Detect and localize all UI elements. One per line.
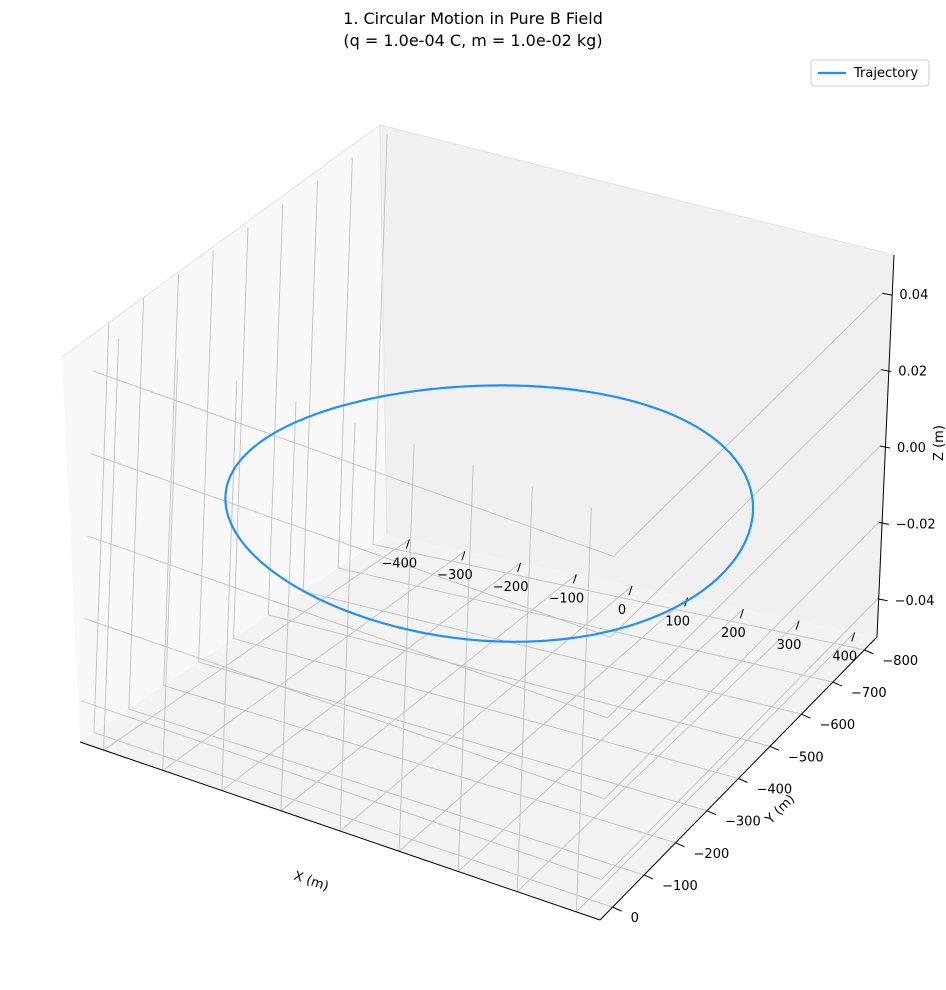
z-tick-mark xyxy=(882,292,893,296)
y-tick-mark xyxy=(801,713,811,719)
y-tick-mark xyxy=(769,745,780,751)
grid-line-y xyxy=(233,227,739,779)
x-tick-mark xyxy=(405,539,410,549)
x-tick-label: 200 xyxy=(721,626,746,641)
x-tick-mark xyxy=(461,551,466,561)
grid-line-z xyxy=(81,598,878,881)
y-tick-mark xyxy=(643,874,654,880)
z-tick-label: 0.04 xyxy=(899,288,928,303)
x-tick-label: 400 xyxy=(832,649,857,664)
x-tick-label: 300 xyxy=(777,638,802,653)
x-tick-mark xyxy=(795,620,800,630)
y-tick-mark xyxy=(612,906,622,912)
pane-back xyxy=(380,125,894,637)
y-tick-mark xyxy=(738,778,748,783)
z-tick-mark xyxy=(879,445,891,449)
x-tick-mark xyxy=(628,585,633,596)
legend-label: Trajectory xyxy=(853,66,918,81)
x-tick-label: −100 xyxy=(548,591,584,606)
y-tick-label: −600 xyxy=(819,718,855,733)
pane-edges xyxy=(61,124,895,536)
x-tick-mark xyxy=(572,574,577,584)
grid-line-z xyxy=(93,292,883,557)
x-tick-label: −200 xyxy=(493,580,529,595)
z-tick-mark xyxy=(878,521,889,525)
z-tick-mark xyxy=(877,598,888,602)
grid-line-z xyxy=(84,522,880,800)
y-tick-label: −100 xyxy=(662,879,698,894)
x-tick-mark xyxy=(517,562,522,572)
y-tick-label: 0 xyxy=(631,911,639,926)
grid-line-z xyxy=(90,369,882,638)
grid-line-y xyxy=(128,297,645,876)
x-tick-label: 0 xyxy=(618,603,626,618)
z-tick-label: −0.04 xyxy=(895,594,935,609)
z-tick-mark xyxy=(881,369,892,373)
y-tick-label: −300 xyxy=(725,815,761,830)
grid xyxy=(81,134,883,914)
y-tick-label: −500 xyxy=(788,750,824,765)
grid-line-y xyxy=(337,157,834,683)
ticks: −400 −300 −200 −100 0 100 200 300 400 0 −100 −200 −3… xyxy=(381,288,935,926)
z-tick-label: 0.02 xyxy=(898,365,927,380)
x-tick-label: −300 xyxy=(437,568,473,583)
y-tick-label: −200 xyxy=(694,847,730,862)
x-tick-mark xyxy=(851,632,856,642)
chart-subtitle: (q = 1.0e-04 C, m = 1.0e-02 kg) xyxy=(343,31,602,50)
grid-line-y xyxy=(163,274,676,844)
grid-line-y xyxy=(267,204,771,747)
z-tick-label: −0.02 xyxy=(896,517,936,532)
grid-line-y xyxy=(198,250,708,812)
chart-title: 1. Circular Motion in Pure B Field xyxy=(343,9,603,28)
legend-box xyxy=(810,59,930,87)
trajectory-line xyxy=(224,384,755,643)
y-tick-label: −400 xyxy=(757,783,793,798)
z-tick-label: 0.00 xyxy=(897,441,926,456)
grid-line-z xyxy=(87,445,881,719)
x-tick-label: −400 xyxy=(381,557,417,572)
y-tick-mark xyxy=(864,649,874,655)
x-tick-label: 100 xyxy=(665,615,690,630)
z-axis-line xyxy=(876,254,895,638)
z-axis-label: Z (m) xyxy=(932,425,946,461)
legend: Trajectory xyxy=(810,59,930,87)
y-tick-mark xyxy=(706,810,717,816)
pane-left xyxy=(62,125,387,742)
y-tick-label: −800 xyxy=(882,654,918,669)
pane-floor xyxy=(80,535,877,920)
x-axis-line xyxy=(79,741,601,921)
y-tick-mark xyxy=(832,681,843,687)
y-tick-label: −700 xyxy=(851,686,887,701)
x-tick-mark xyxy=(739,609,744,619)
y-tick-mark xyxy=(675,842,685,848)
x-axis-label: X (m) xyxy=(292,869,331,895)
